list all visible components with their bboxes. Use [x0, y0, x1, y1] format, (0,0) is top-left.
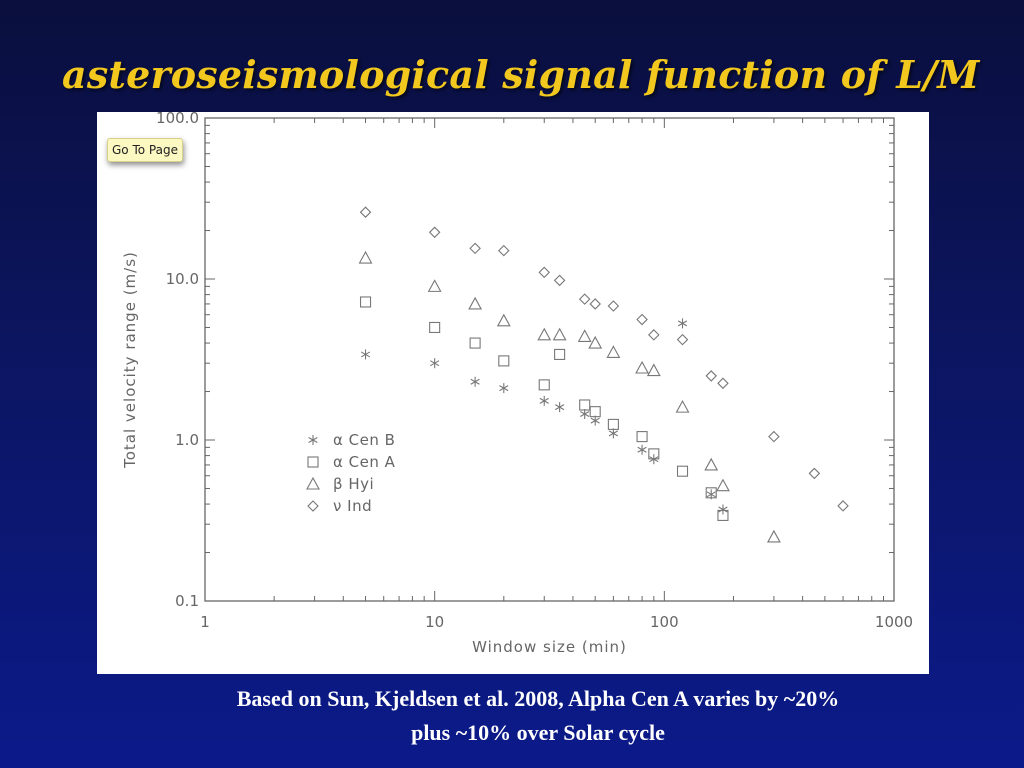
x-tick-label: 10: [425, 613, 444, 631]
point-diamond: [717, 377, 729, 390]
point-asterisk: [430, 358, 440, 369]
point-diamond: [607, 300, 620, 312]
point-diamond: [648, 329, 660, 341]
caption-line-1: Based on Sun, Kjeldsen et al. 2008, Alph…: [236, 686, 840, 711]
point-triangle: [635, 360, 650, 374]
go-to-page-button[interactable]: Go To Page: [107, 138, 183, 162]
y-tick-label: 100.0: [156, 112, 199, 127]
point-diamond: [636, 313, 648, 326]
point-triangle: [716, 478, 730, 492]
point-diamond: [578, 293, 591, 305]
legend-label: α Cen A: [333, 453, 396, 471]
caption-line-2: plus ~10% over Solar cycle: [411, 720, 665, 745]
point-triangle: [468, 296, 483, 310]
point-asterisk: [590, 415, 600, 426]
point-triangle: [766, 529, 781, 543]
point-square: [579, 399, 591, 411]
point-square: [607, 418, 619, 430]
point-diamond: [705, 370, 717, 382]
point-diamond: [428, 226, 441, 239]
point-square: [538, 379, 550, 391]
point-square: [705, 487, 717, 499]
point-diamond: [589, 298, 601, 310]
x-tick-label: 100: [650, 613, 679, 631]
y-tick-label: 1.0: [175, 431, 199, 449]
point-diamond: [359, 206, 372, 218]
legend-marker-triangle: [306, 476, 320, 490]
x-axis-label: Window size (min): [472, 638, 627, 656]
point-diamond: [837, 500, 849, 512]
chart-figure: 1 10 100 1000 0.1 1.0 10.0 100.0 Window size (mi…: [97, 112, 929, 674]
point-square: [676, 465, 689, 477]
slide-caption: Based on Sun, Kjeldsen et al. 2008, Alph…: [100, 682, 976, 750]
point-diamond: [808, 467, 821, 480]
point-triangle: [577, 329, 592, 342]
point-triangle: [606, 345, 621, 358]
point-square: [648, 448, 660, 460]
point-asterisk: [499, 383, 509, 394]
plot-frame: [204, 117, 895, 602]
point-square: [589, 406, 601, 418]
point-diamond: [469, 242, 481, 255]
point-asterisk: [580, 409, 590, 420]
x-tick-label: 1000: [875, 613, 913, 631]
point-square: [717, 509, 729, 521]
point-triangle: [675, 399, 690, 413]
scatter-chart: 1 10 100 1000 0.1 1.0 10.0 100.0 Window size (mi…: [121, 112, 913, 656]
point-diamond: [676, 333, 689, 346]
x-tick-label: 1: [200, 613, 210, 631]
point-square: [429, 321, 441, 334]
point-asterisk: [360, 349, 371, 360]
point-asterisk: [470, 376, 480, 387]
point-asterisk: [718, 504, 728, 515]
slide-title: asteroseismological signal function of L…: [62, 52, 980, 97]
point-triangle: [646, 363, 661, 377]
legend-label: β Hyi: [333, 475, 374, 493]
point-triangle: [537, 327, 552, 341]
point-triangle: [427, 279, 442, 292]
point-triangle: [496, 313, 511, 327]
legend-label: α Cen B: [333, 431, 395, 449]
point-triangle: [704, 457, 719, 471]
point-square: [469, 337, 481, 349]
y-tick-label: 10.0: [166, 270, 199, 288]
point-asterisk: [637, 444, 647, 455]
point-diamond: [768, 430, 780, 443]
legend-label: ν Ind: [333, 497, 372, 515]
point-square: [498, 355, 510, 367]
legend-marker-diamond: [307, 500, 319, 512]
point-asterisk: [608, 428, 619, 439]
point-diamond: [553, 274, 566, 287]
point-diamond: [538, 266, 551, 279]
y-axis-label: Total velocity range (m/s): [121, 251, 139, 469]
point-triangle: [358, 250, 373, 264]
point-square: [636, 431, 648, 443]
point-asterisk: [677, 318, 688, 329]
point-square: [359, 296, 372, 308]
point-asterisk: [539, 395, 549, 406]
legend-marker-asterisk: [308, 435, 318, 445]
point-triangle: [588, 335, 603, 349]
point-asterisk: [554, 402, 565, 413]
y-tick-label: 0.1: [175, 592, 199, 610]
legend-marker-square: [307, 456, 319, 468]
point-square: [554, 348, 566, 360]
point-triangle: [552, 327, 567, 341]
point-diamond: [498, 244, 510, 257]
